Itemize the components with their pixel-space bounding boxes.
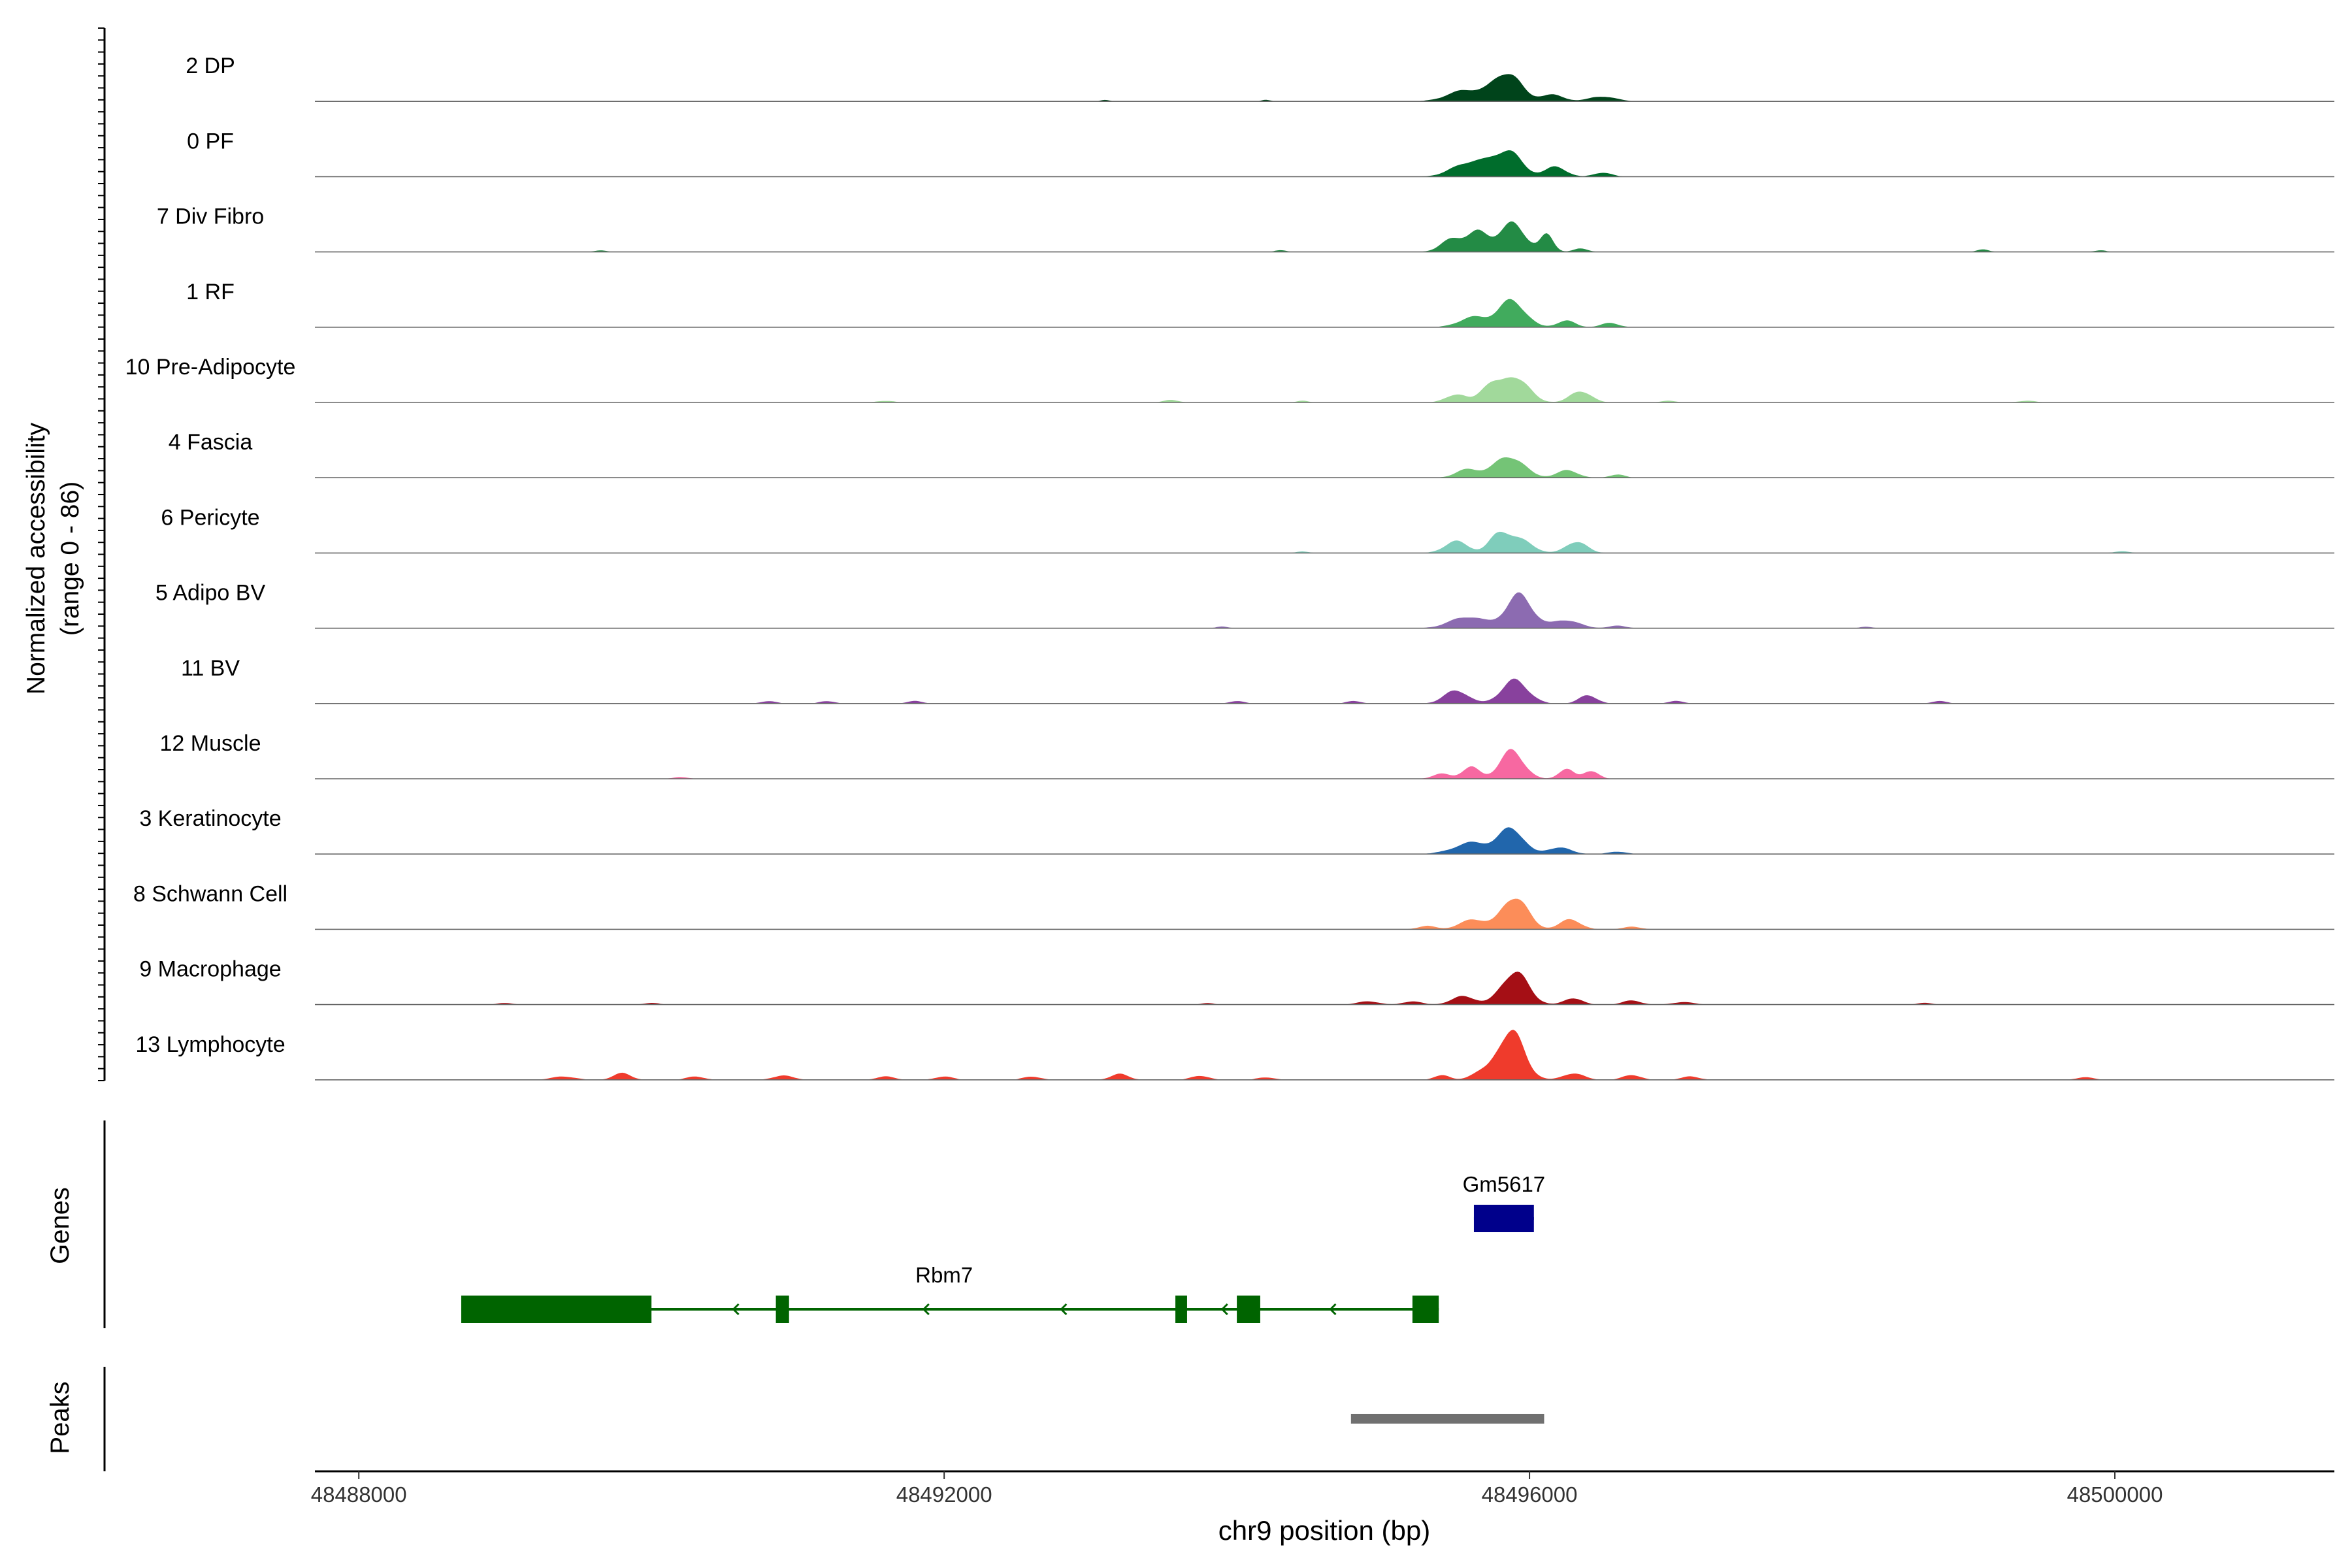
- track-13: 9 Macrophage: [139, 957, 2334, 1005]
- genes-panel: Gm5617 Rbm7: [461, 1172, 1545, 1323]
- track-8: 5 Adipo BV: [155, 581, 2334, 629]
- x-tick-label: 48488000: [311, 1482, 407, 1507]
- gene-exon: [1412, 1296, 1439, 1323]
- coverage-area: [315, 592, 2334, 629]
- gene-exon: [776, 1296, 789, 1323]
- strand-arrow: [1220, 1303, 1228, 1316]
- gene-exon: [1175, 1296, 1187, 1323]
- track-label: 1 RF: [186, 280, 235, 304]
- track-12: 8 Schwann Cell: [133, 881, 2334, 930]
- coverage-area: [315, 1030, 2334, 1080]
- coverage-area: [315, 299, 2334, 327]
- track-6: 4 Fascia: [169, 430, 2334, 479]
- track-14: 13 Lymphocyte: [135, 1030, 2334, 1081]
- coverage-area: [315, 827, 2334, 855]
- track-9: 11 BV: [181, 656, 2334, 704]
- track-label: 3 Keratinocyte: [139, 806, 281, 831]
- strand-arrow: [1060, 1303, 1068, 1316]
- coverage-area: [315, 221, 2334, 252]
- strand-arrow: [922, 1303, 930, 1316]
- track-label: 13 Lymphocyte: [135, 1032, 285, 1057]
- coverage-tracks: 2 DP 0 PF 7 Div Fibro 1 RF 10 Pre-Adipocyte 4…: [125, 54, 2334, 1081]
- track-label: 12 Muscle: [160, 731, 261, 756]
- gene-rbm7: Rbm7: [461, 1263, 1439, 1323]
- track-label: 11 BV: [181, 656, 240, 681]
- track-3: 7 Div Fibro: [157, 204, 2334, 253]
- coverage-area: [315, 531, 2334, 553]
- coverage-area: [315, 972, 2334, 1005]
- track-1: 2 DP: [186, 54, 2334, 102]
- coverage-area: [315, 749, 2334, 779]
- x-tick-label: 48492000: [896, 1482, 992, 1507]
- track-label: 6 Pericyte: [161, 505, 259, 530]
- y-axis-title: Normalized accessibility: [22, 422, 50, 694]
- track-2: 0 PF: [187, 129, 2334, 178]
- track-label: 10 Pre-Adipocyte: [125, 355, 296, 380]
- x-tick-label: 48500000: [2067, 1482, 2163, 1507]
- coverage-area: [315, 898, 2334, 930]
- coverage-area: [315, 678, 2334, 704]
- track-10: 12 Muscle: [160, 731, 2334, 779]
- track-label: 2 DP: [186, 54, 235, 78]
- track-label: 5 Adipo BV: [155, 581, 266, 606]
- gene-gm5617: Gm5617: [1463, 1172, 1546, 1232]
- strand-arrow: [1329, 1303, 1337, 1316]
- gene-exon: [1473, 1205, 1534, 1232]
- track-label: 4 Fascia: [169, 430, 253, 455]
- gene-label: Rbm7: [915, 1263, 973, 1287]
- genes-panel-label: Genes: [46, 1187, 74, 1264]
- track-5: 10 Pre-Adipocyte: [125, 355, 2334, 403]
- peak-region: [1350, 1414, 1544, 1424]
- track-4: 1 RF: [186, 280, 2334, 328]
- coverage-area: [315, 457, 2334, 478]
- gene-label: Gm5617: [1463, 1172, 1546, 1196]
- track-7: 6 Pericyte: [161, 505, 2334, 554]
- x-axis: 48488000 48492000 48496000 48500000: [311, 1470, 2334, 1507]
- y-axis-subtitle: (range 0 - 86): [56, 482, 84, 636]
- x-tick-label: 48496000: [1482, 1482, 1578, 1507]
- x-axis-title: chr9 position (bp): [1218, 1515, 1431, 1546]
- coverage-area: [315, 150, 2334, 177]
- track-label: 9 Macrophage: [139, 957, 281, 982]
- panel-axes: [98, 27, 106, 1471]
- gene-exon: [461, 1296, 652, 1323]
- track-11: 3 Keratinocyte: [139, 806, 2334, 855]
- peaks-panel-label: Peaks: [46, 1381, 74, 1454]
- track-label: 8 Schwann Cell: [133, 881, 287, 906]
- track-label: 0 PF: [187, 129, 234, 154]
- coverage-area: [315, 377, 2334, 402]
- track-label: 7 Div Fibro: [157, 204, 264, 229]
- gene-exon: [1237, 1296, 1260, 1323]
- strand-arrow: [732, 1303, 740, 1316]
- coverage-area: [315, 74, 2334, 102]
- peaks-panel: [1350, 1414, 1544, 1424]
